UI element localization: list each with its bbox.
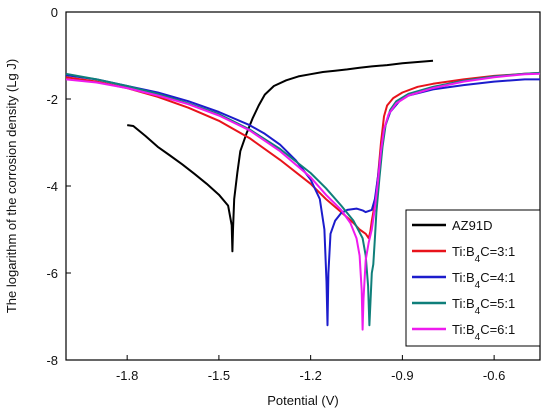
legend-entry: Ti:B4C=6:1: [452, 322, 515, 343]
y-tick-label: -2: [46, 92, 58, 107]
legend-entry: Ti:B4C=3:1: [452, 244, 515, 265]
y-axis-ticks: 0 -2 -4 -6 -8: [46, 5, 71, 368]
y-tick-label: -6: [46, 266, 58, 281]
x-tick-label: -1.2: [299, 368, 321, 383]
y-tick-label: -4: [46, 179, 58, 194]
series-layer: [65, 59, 541, 331]
x-tick-label: -1.8: [116, 368, 138, 383]
x-tick-label: -0.9: [391, 368, 413, 383]
y-tick-label: -8: [46, 353, 58, 368]
legend-entry: AZ91D: [452, 218, 492, 233]
y-tick-label: 0: [51, 5, 58, 20]
x-tick-label: -0.6: [483, 368, 505, 383]
y-axis-label: The logarithm of the corrosion density (…: [4, 59, 19, 313]
x-tick-label: -1.5: [208, 368, 230, 383]
legend-entry: Ti:B4C=4:1: [452, 270, 515, 291]
series-line-4: [65, 71, 541, 327]
x-axis-label: Potential (V): [267, 393, 339, 408]
series-line-5: [65, 72, 541, 331]
legend: AZ91D Ti:B4C=3:1 Ti:B4C=4:1 Ti:B4C=5:1 Ti:B4…: [405, 209, 541, 347]
legend-entry: Ti:B4C=5:1: [452, 296, 515, 317]
x-axis-ticks: -1.8 -1.5 -1.2 -0.9 -0.6: [116, 355, 505, 383]
series-line-1: [127, 59, 434, 253]
